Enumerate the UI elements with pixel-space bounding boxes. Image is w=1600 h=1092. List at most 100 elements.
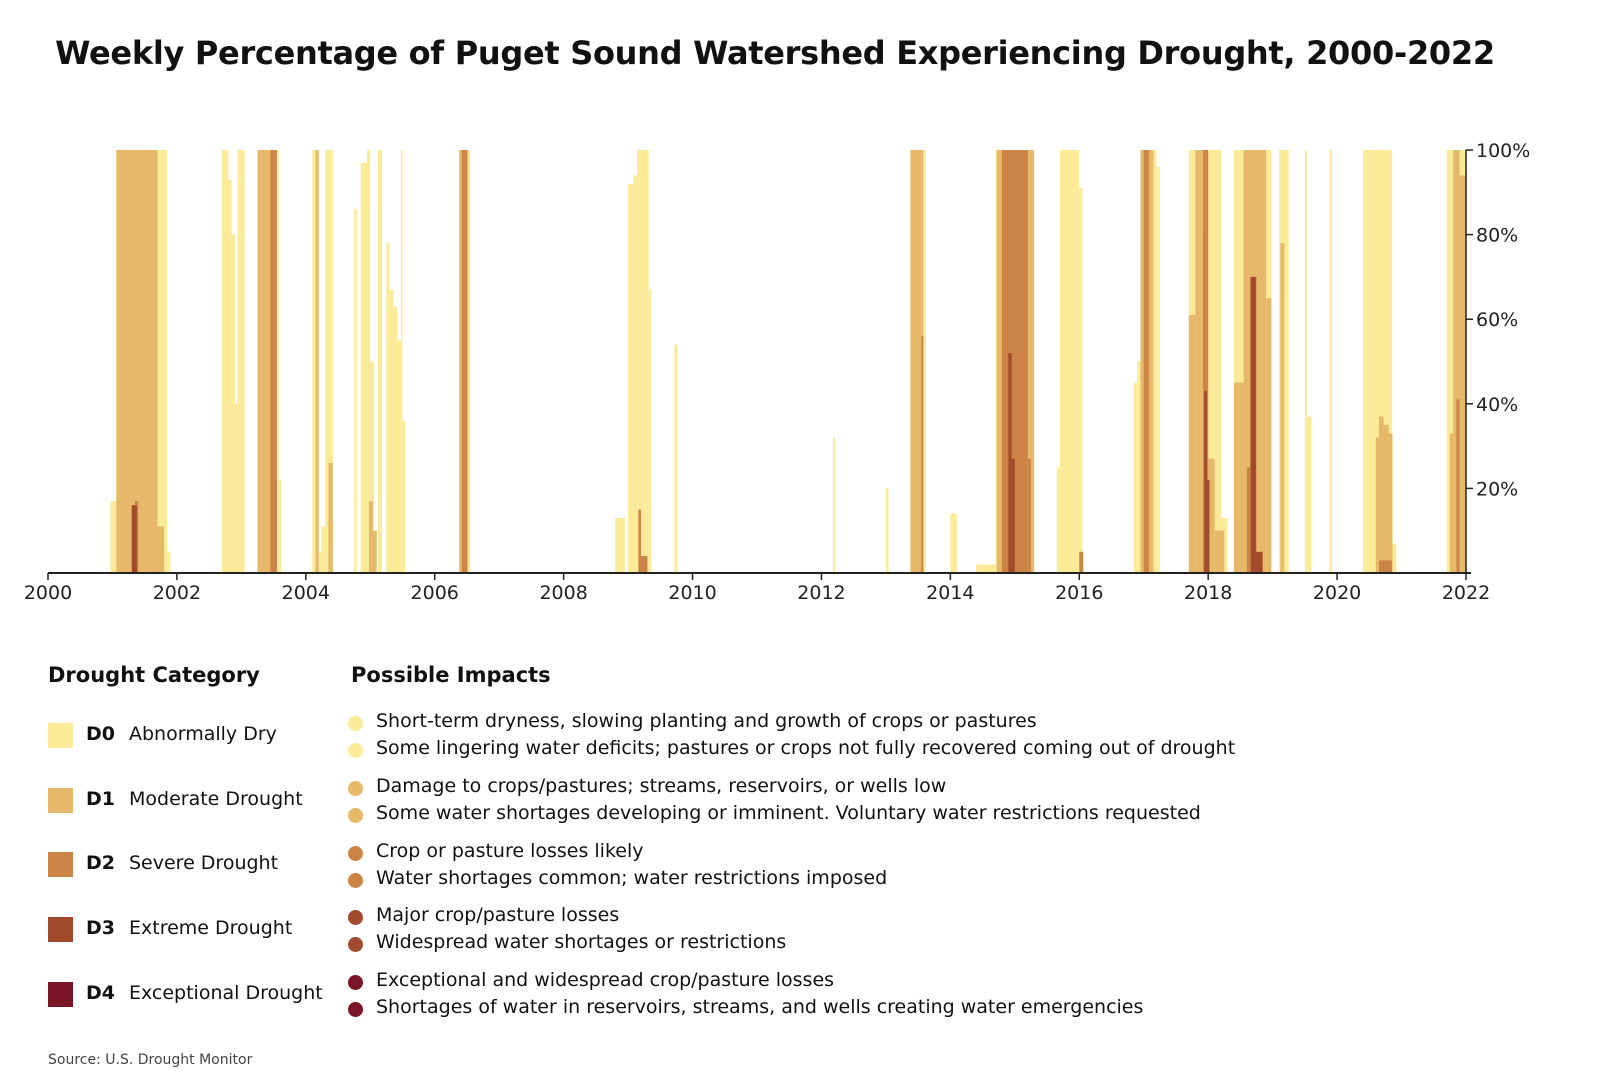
category-code: D1 bbox=[86, 788, 115, 810]
drought-bar-d0 bbox=[950, 513, 957, 573]
drought-bar-d0 bbox=[393, 306, 398, 573]
impact-text: Some lingering water deficits; pastures … bbox=[376, 737, 1236, 759]
drought-bar-d3 bbox=[1250, 276, 1256, 573]
impact-dot-d4 bbox=[348, 975, 363, 990]
impact-dot-d4 bbox=[348, 1002, 363, 1017]
drought-bar-d2 bbox=[1027, 458, 1031, 573]
impact-dot-d0 bbox=[348, 743, 363, 758]
drought-bar-d3 bbox=[1255, 551, 1263, 573]
category-code: D4 bbox=[86, 982, 115, 1004]
drought-bar-d3 bbox=[1011, 458, 1015, 573]
possible-impacts-heading: Possible Impacts bbox=[351, 663, 551, 687]
drought-bar-d0 bbox=[885, 488, 889, 573]
drought-bar-d0 bbox=[976, 564, 996, 573]
drought-bar-d1 bbox=[1214, 530, 1225, 573]
drought-bar-d0 bbox=[278, 479, 282, 573]
series-d1 bbox=[116, 150, 1466, 573]
impact-dot-d0 bbox=[348, 716, 363, 731]
drought-bar-d1 bbox=[315, 150, 319, 573]
impact-group-d4: Exceptional and widespread crop/pasture … bbox=[348, 969, 1448, 1029]
drought-bar-d0 bbox=[637, 150, 649, 573]
drought-bar-d1 bbox=[1459, 175, 1466, 573]
drought-bar-d0 bbox=[370, 361, 375, 573]
drought-bar-d0 bbox=[1306, 416, 1312, 573]
drought-bar-d0 bbox=[1056, 467, 1060, 573]
y-tick-label: 20% bbox=[1476, 478, 1518, 500]
x-tick-label: 2020 bbox=[1313, 582, 1361, 604]
drought-bar-d1 bbox=[1375, 437, 1379, 573]
drought-bar-d0 bbox=[167, 551, 171, 573]
impact-text: Major crop/pasture losses bbox=[376, 904, 620, 926]
drought-bar-d1 bbox=[1188, 314, 1196, 573]
drought-bar-d0 bbox=[360, 162, 368, 573]
drought-bar-d0 bbox=[325, 150, 333, 573]
x-tick-label: 2002 bbox=[153, 582, 201, 604]
chart-title: Weekly Percentage of Puget Sound Watersh… bbox=[55, 34, 1495, 72]
y-axis: 20% 40% 60% 80% 100% bbox=[1465, 140, 1530, 573]
drought-bar-d1 bbox=[1388, 433, 1393, 573]
impact-group-d3: Major crop/pasture losses Widespread wat… bbox=[348, 904, 1448, 964]
drought-bar-d1 bbox=[1378, 416, 1384, 573]
x-tick-label: 2004 bbox=[282, 582, 330, 604]
drought-bar-d0 bbox=[321, 526, 326, 573]
impact-group-d0: Short-term dryness, slowing planting and… bbox=[348, 710, 1448, 770]
drought-bar-d0 bbox=[1059, 150, 1080, 573]
y-tick-label: 80% bbox=[1476, 225, 1518, 247]
drought-bar-d1 bbox=[1280, 243, 1285, 573]
drought-bar-d0 bbox=[1137, 361, 1141, 573]
impact-text: Damage to crops/pastures; streams, reser… bbox=[376, 775, 947, 797]
source-note: Source: U.S. Drought Monitor bbox=[48, 1052, 253, 1068]
category-name: Exceptional Drought bbox=[129, 982, 323, 1004]
drought-bar-d0 bbox=[397, 340, 402, 573]
x-tick-label: 2008 bbox=[539, 582, 587, 604]
drought-bar-d0 bbox=[628, 183, 634, 573]
drought-bar-d0 bbox=[648, 289, 652, 573]
drought-bar-d0 bbox=[234, 403, 238, 573]
drought-bar-d2 bbox=[1456, 399, 1460, 573]
drought-bar-d0 bbox=[1134, 382, 1138, 573]
drought-bar-d1 bbox=[1233, 382, 1244, 573]
drought-bar-d1 bbox=[1453, 150, 1460, 573]
x-tick-label: 2022 bbox=[1442, 582, 1490, 604]
drought-bars bbox=[110, 150, 1466, 574]
impact-dot-d2 bbox=[348, 846, 363, 861]
category-code: D3 bbox=[86, 917, 115, 939]
impact-text: Some water shortages developing or immin… bbox=[376, 802, 1201, 824]
drought-bar-d0 bbox=[237, 150, 245, 573]
category-code: D2 bbox=[86, 852, 115, 874]
series-d2 bbox=[131, 150, 1460, 573]
drought-bar-d0 bbox=[110, 501, 117, 573]
drought-bar-d3 bbox=[1008, 353, 1012, 573]
drought-bar-d0 bbox=[228, 179, 232, 574]
drought-bar-d0 bbox=[378, 150, 382, 573]
drought-bar-d0 bbox=[354, 209, 357, 573]
swatch-d3 bbox=[48, 917, 73, 942]
y-tick-label: 40% bbox=[1476, 394, 1518, 416]
drought-bar-d0 bbox=[1079, 188, 1083, 573]
drought-bar-d3 bbox=[1206, 479, 1210, 573]
drought-bar-d2 bbox=[461, 150, 467, 573]
drought-bar-d0 bbox=[615, 518, 625, 573]
drought-bar-d2 bbox=[1378, 560, 1392, 573]
drought-bar-d0 bbox=[833, 437, 835, 573]
impact-dot-d3 bbox=[348, 910, 363, 925]
drought-bar-d2 bbox=[1246, 467, 1251, 573]
drought-bar-d0 bbox=[367, 150, 371, 573]
drought-bar-d0 bbox=[1304, 150, 1307, 573]
category-name: Moderate Drought bbox=[129, 788, 303, 810]
drought-bar-d1 bbox=[372, 530, 377, 573]
drought-bar-d0 bbox=[318, 551, 322, 573]
category-name: Abnormally Dry bbox=[129, 723, 277, 745]
drought-bar-d2 bbox=[640, 556, 648, 573]
drought-bar-d0 bbox=[386, 243, 390, 573]
drought-bar-d0 bbox=[633, 175, 638, 573]
drought-bar-d3 bbox=[131, 505, 137, 573]
drought-bar-d0 bbox=[231, 234, 235, 573]
impact-text: Exceptional and widespread crop/pasture … bbox=[376, 969, 835, 991]
swatch-d4 bbox=[48, 982, 73, 1007]
series-d3 bbox=[131, 276, 1263, 573]
drought-bar-d1 bbox=[1383, 424, 1389, 573]
impact-group-d2: Crop or pasture losses likely Water shor… bbox=[348, 840, 1448, 900]
drought-chart: 2000 2002 2004 2006 2008 2010 2012 2014 2016 2018… bbox=[24, 140, 1531, 604]
impact-text: Short-term dryness, slowing planting and… bbox=[376, 710, 1037, 732]
